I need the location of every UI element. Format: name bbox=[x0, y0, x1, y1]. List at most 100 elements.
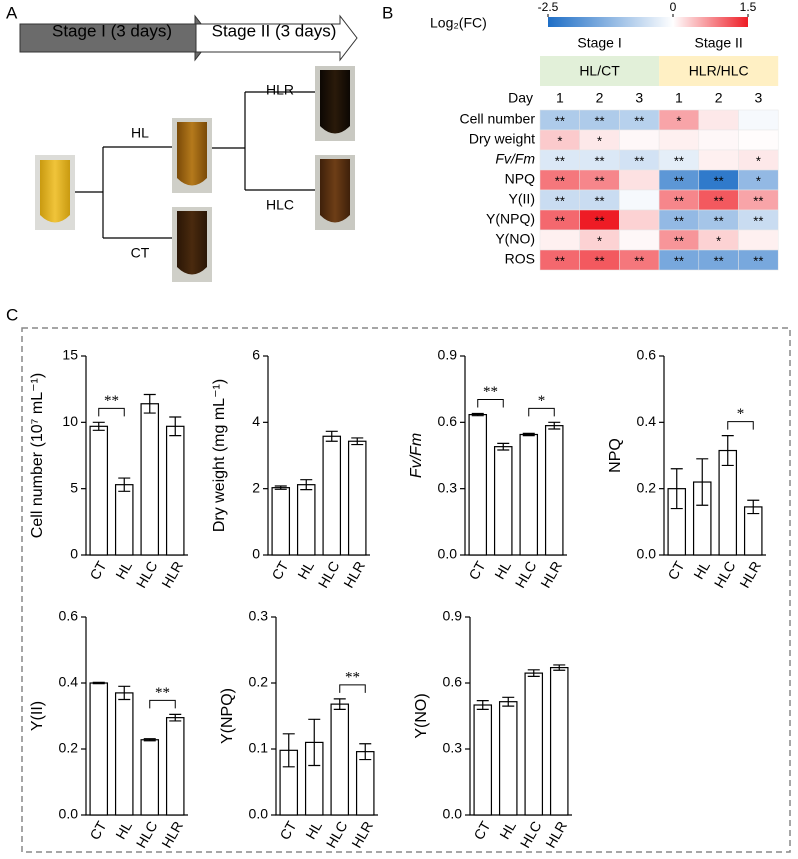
error-bar bbox=[325, 430, 338, 442]
error-bar bbox=[118, 685, 131, 701]
y-tick-label: 0.3 bbox=[249, 608, 269, 624]
x-tick-label: HLC bbox=[133, 818, 161, 850]
bar bbox=[330, 703, 350, 816]
heatmap-cell bbox=[738, 229, 779, 251]
y-tick-label: 0 bbox=[252, 546, 260, 562]
branch-label: CT bbox=[131, 245, 150, 261]
significance: * bbox=[597, 133, 602, 148]
y-axis-label: NPQ bbox=[607, 438, 624, 473]
bar bbox=[114, 692, 134, 816]
significance: ** bbox=[555, 153, 565, 168]
bar bbox=[473, 704, 493, 816]
error-bar bbox=[282, 733, 295, 768]
y-axis-label: Dry weight (mg mL⁻¹) bbox=[211, 379, 228, 532]
group-label: Stage II bbox=[695, 35, 743, 51]
significance-bracket bbox=[528, 407, 555, 417]
bar bbox=[524, 672, 544, 816]
day-title: Day bbox=[508, 90, 533, 106]
x-tick-label: CT bbox=[86, 818, 109, 843]
panel-label: A bbox=[6, 3, 18, 22]
tube bbox=[40, 160, 70, 223]
significance: * bbox=[756, 153, 761, 168]
y-tick-label: 2 bbox=[252, 479, 260, 495]
error-bar bbox=[92, 681, 105, 685]
significance-bracket bbox=[477, 398, 504, 408]
day-label: 1 bbox=[556, 90, 564, 106]
error-bar bbox=[471, 412, 484, 417]
row-label: Y(NO) bbox=[495, 231, 535, 247]
significance-label: ** bbox=[104, 393, 119, 409]
x-tick-label: HLC bbox=[133, 558, 161, 590]
heatmap-cell bbox=[619, 129, 660, 151]
heatmap-cell bbox=[619, 209, 660, 231]
error-bar bbox=[143, 393, 156, 414]
significance: ** bbox=[594, 213, 604, 228]
bar bbox=[498, 701, 518, 816]
error-bar bbox=[747, 499, 760, 515]
significance-label: ** bbox=[155, 685, 170, 701]
significance: ** bbox=[714, 213, 724, 228]
significance: ** bbox=[714, 173, 724, 188]
significance: ** bbox=[555, 173, 565, 188]
error-bar bbox=[696, 458, 709, 506]
bar bbox=[165, 425, 185, 556]
y-axis-label: Y(NPQ) bbox=[219, 688, 236, 744]
significance-label: * bbox=[737, 406, 745, 422]
heatmap-cell bbox=[658, 129, 700, 151]
error-bar bbox=[300, 479, 313, 491]
colorbar bbox=[548, 17, 748, 27]
x-tick-label: HLR bbox=[158, 818, 186, 850]
branch-label: HL bbox=[131, 125, 149, 141]
error-bar bbox=[548, 421, 561, 430]
x-tick-label: HL bbox=[112, 558, 135, 582]
y-tick-label: 0.6 bbox=[438, 413, 458, 429]
error-bar bbox=[522, 432, 535, 437]
panel-c-frame bbox=[21, 327, 791, 853]
x-tick-label: HL bbox=[491, 558, 514, 582]
row-label: Cell number bbox=[460, 111, 536, 127]
heatmap-cell bbox=[738, 249, 779, 271]
day-label: 3 bbox=[635, 90, 643, 106]
panel-label: C bbox=[6, 305, 18, 324]
tube bbox=[177, 122, 207, 186]
significance-label: ** bbox=[345, 669, 360, 685]
significance: ** bbox=[594, 253, 604, 268]
significance: ** bbox=[594, 193, 604, 208]
comparison-label: HL/CT bbox=[579, 63, 620, 79]
error-bar bbox=[333, 698, 346, 710]
significance: ** bbox=[555, 253, 565, 268]
bar bbox=[519, 433, 539, 556]
y-tick-label: 5 bbox=[70, 479, 78, 495]
significance: * bbox=[756, 173, 761, 188]
stage-arrow bbox=[195, 14, 358, 62]
y-tick-label: 15 bbox=[62, 347, 78, 363]
significance: ** bbox=[674, 173, 684, 188]
comparison-box bbox=[659, 56, 779, 86]
significance: * bbox=[676, 113, 681, 128]
y-tick-label: 6 bbox=[252, 347, 260, 363]
bar bbox=[468, 413, 488, 556]
x-tick-label: HLR bbox=[158, 558, 186, 590]
tree bbox=[75, 91, 315, 239]
significance: ** bbox=[674, 153, 684, 168]
x-tick-label: HLC bbox=[711, 558, 739, 590]
bar bbox=[296, 484, 316, 556]
branch-label: HLR bbox=[266, 82, 294, 98]
y-axis-label: Fv/Fm bbox=[408, 433, 425, 478]
y-tick-label: 0.0 bbox=[637, 546, 657, 562]
y-tick-label: 0.9 bbox=[443, 608, 463, 624]
error-bar bbox=[553, 664, 566, 671]
significance: ** bbox=[634, 153, 644, 168]
panel-label: B bbox=[382, 3, 393, 22]
heatmap-cell bbox=[738, 109, 779, 131]
x-tick-label: HLR bbox=[348, 818, 376, 850]
significance: ** bbox=[674, 253, 684, 268]
significance-label: * bbox=[538, 393, 546, 409]
row-label: Y(NPQ) bbox=[486, 211, 535, 227]
heatmap-cell bbox=[698, 129, 739, 151]
significance: ** bbox=[594, 173, 604, 188]
colorbar-tick-label: 0 bbox=[670, 0, 677, 14]
group-label: Stage I bbox=[577, 35, 621, 51]
significance: ** bbox=[594, 113, 604, 128]
x-tick-label: CT bbox=[664, 558, 687, 583]
